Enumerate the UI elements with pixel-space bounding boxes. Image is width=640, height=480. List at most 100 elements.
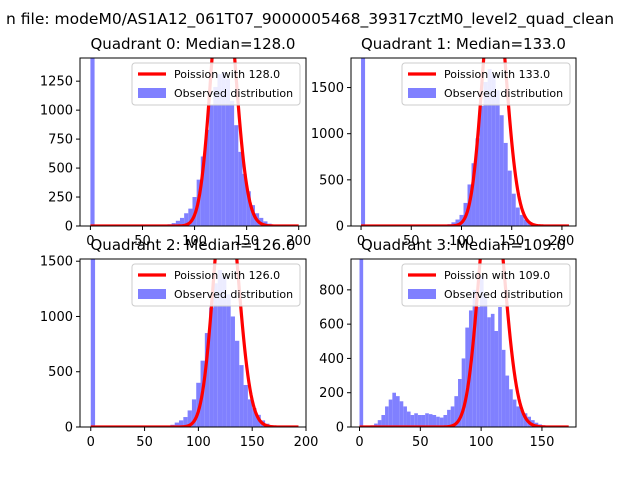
plot-area	[359, 259, 570, 427]
legend: Poission with 133.0 Observed distribution	[401, 62, 571, 106]
histogram-bar	[512, 399, 517, 427]
histogram-bar	[252, 408, 257, 427]
histogram-bar	[399, 401, 404, 427]
histogram-bar	[487, 317, 491, 427]
histogram-bar	[187, 410, 192, 427]
histogram-bar	[414, 413, 418, 427]
histogram-series	[359, 259, 553, 427]
histogram-bar	[483, 82, 488, 226]
histogram-bar	[507, 170, 512, 226]
axes-frame	[79, 258, 307, 428]
histogram-bar	[225, 78, 230, 226]
histogram-bar	[465, 327, 469, 427]
histogram-bar	[447, 409, 451, 427]
histogram-bar	[204, 333, 210, 427]
x-tick-label: 150	[499, 234, 524, 249]
chart-panel-3: Quadrant 3: Median=109.00 50 100 1500200400…	[319, 236, 577, 450]
legend-label: Poission with 109.0	[444, 269, 550, 282]
x-axis: 0 50 100 150 200	[87, 427, 319, 450]
legend-label: Observed distribution	[444, 288, 563, 301]
histogram-bar	[238, 151, 243, 226]
y-tick-label: 0	[65, 220, 73, 235]
axes-frame	[350, 57, 577, 227]
legend-frame	[131, 62, 301, 106]
histogram-bar	[213, 86, 218, 226]
x-axis: 0 50 100 150 200	[86, 226, 311, 249]
histogram-bar	[196, 382, 201, 427]
chart-panel-2: Quadrant 2: Median=126.00 50 100 150 2000500…	[40, 236, 319, 450]
axes-frame	[350, 258, 577, 428]
x-axis: 0 50 100 150 200	[357, 226, 574, 249]
y-tick-label: 1000	[40, 310, 73, 325]
histogram-bar	[410, 415, 415, 427]
histogram-bar	[396, 396, 400, 427]
histogram-bar	[455, 219, 460, 226]
histogram-bar	[209, 105, 214, 226]
histogram-bar	[229, 100, 235, 226]
histogram-bar	[520, 409, 524, 427]
histogram-bar	[421, 415, 426, 427]
legend: Poission with 109.0 Observed distribution	[401, 263, 571, 307]
histogram-bar	[217, 270, 223, 427]
legend-frame	[401, 62, 571, 106]
histogram-bar	[483, 296, 488, 427]
histogram-bar	[505, 375, 510, 427]
histogram-bar	[184, 213, 189, 226]
histogram-bar	[243, 385, 248, 427]
histogram-series	[361, 58, 540, 226]
histogram-bar	[475, 138, 480, 226]
y-tick-label: 750	[48, 133, 73, 148]
histogram-bar	[495, 90, 500, 226]
x-tick-label: 200	[294, 435, 319, 450]
chart-title: Quadrant 3: Median=109.0	[361, 236, 566, 254]
x-tick-label: 150	[234, 234, 259, 249]
histogram-bar	[183, 417, 188, 427]
histogram-bar	[246, 191, 251, 226]
y-tick-label: 1500	[311, 81, 344, 96]
x-tick-label: 150	[240, 435, 265, 450]
histogram-bar	[511, 193, 516, 226]
x-tick-label: 50	[403, 234, 420, 249]
legend-label: Poission with 128.0	[174, 68, 280, 81]
histogram-bar	[179, 420, 184, 427]
histogram-bar	[515, 207, 520, 226]
legend-label: Observed distribution	[174, 87, 293, 100]
y-tick-label: 1000	[311, 127, 344, 142]
histogram-bar	[432, 415, 437, 427]
x-tick-label: 0	[355, 435, 363, 450]
histogram-bar	[519, 214, 524, 226]
legend: Poission with 128.0 Observed distribution	[131, 62, 301, 106]
histogram-bar	[209, 307, 214, 427]
y-axis: 0 200 400 600 800	[319, 283, 351, 436]
histogram-bar	[443, 415, 448, 427]
x-tick-label: 150	[530, 435, 555, 450]
legend-patch-swatch	[408, 88, 436, 98]
x-tick-label: 0	[357, 234, 365, 249]
histogram-bar	[247, 399, 253, 427]
histogram-bar	[498, 307, 502, 427]
y-tick-label: 800	[319, 283, 344, 298]
legend-label: Observed distribution	[174, 288, 293, 301]
histogram-bar	[439, 417, 444, 427]
histogram-bar	[191, 399, 197, 427]
histogram-bar	[476, 307, 480, 427]
x-tick-label: 200	[286, 234, 311, 249]
chart-title: Quadrant 0: Median=128.0	[91, 35, 296, 53]
plot-area	[89, 58, 300, 226]
histogram-bar	[222, 276, 227, 427]
y-tick-label: 500	[48, 162, 73, 177]
histogram-bar	[230, 316, 235, 427]
histogram-bar	[226, 294, 231, 427]
histogram-bar	[381, 415, 386, 427]
histogram-bar	[359, 259, 364, 427]
y-axis: 0 500 1000 1500	[311, 81, 351, 235]
y-tick-label: 1250	[40, 75, 73, 90]
histogram-bar	[501, 349, 506, 427]
histogram-bar	[471, 163, 476, 226]
poisson-curve	[89, 58, 300, 226]
y-axis: 0 250 500 750 1000 1250	[40, 75, 80, 235]
legend-patch-swatch	[138, 88, 166, 98]
poisson-curve	[90, 259, 299, 427]
figure-suptitle: n file: modeM0/AS1A12_061T07_9000005468_…	[6, 10, 614, 29]
x-tick-label: 100	[186, 435, 211, 450]
